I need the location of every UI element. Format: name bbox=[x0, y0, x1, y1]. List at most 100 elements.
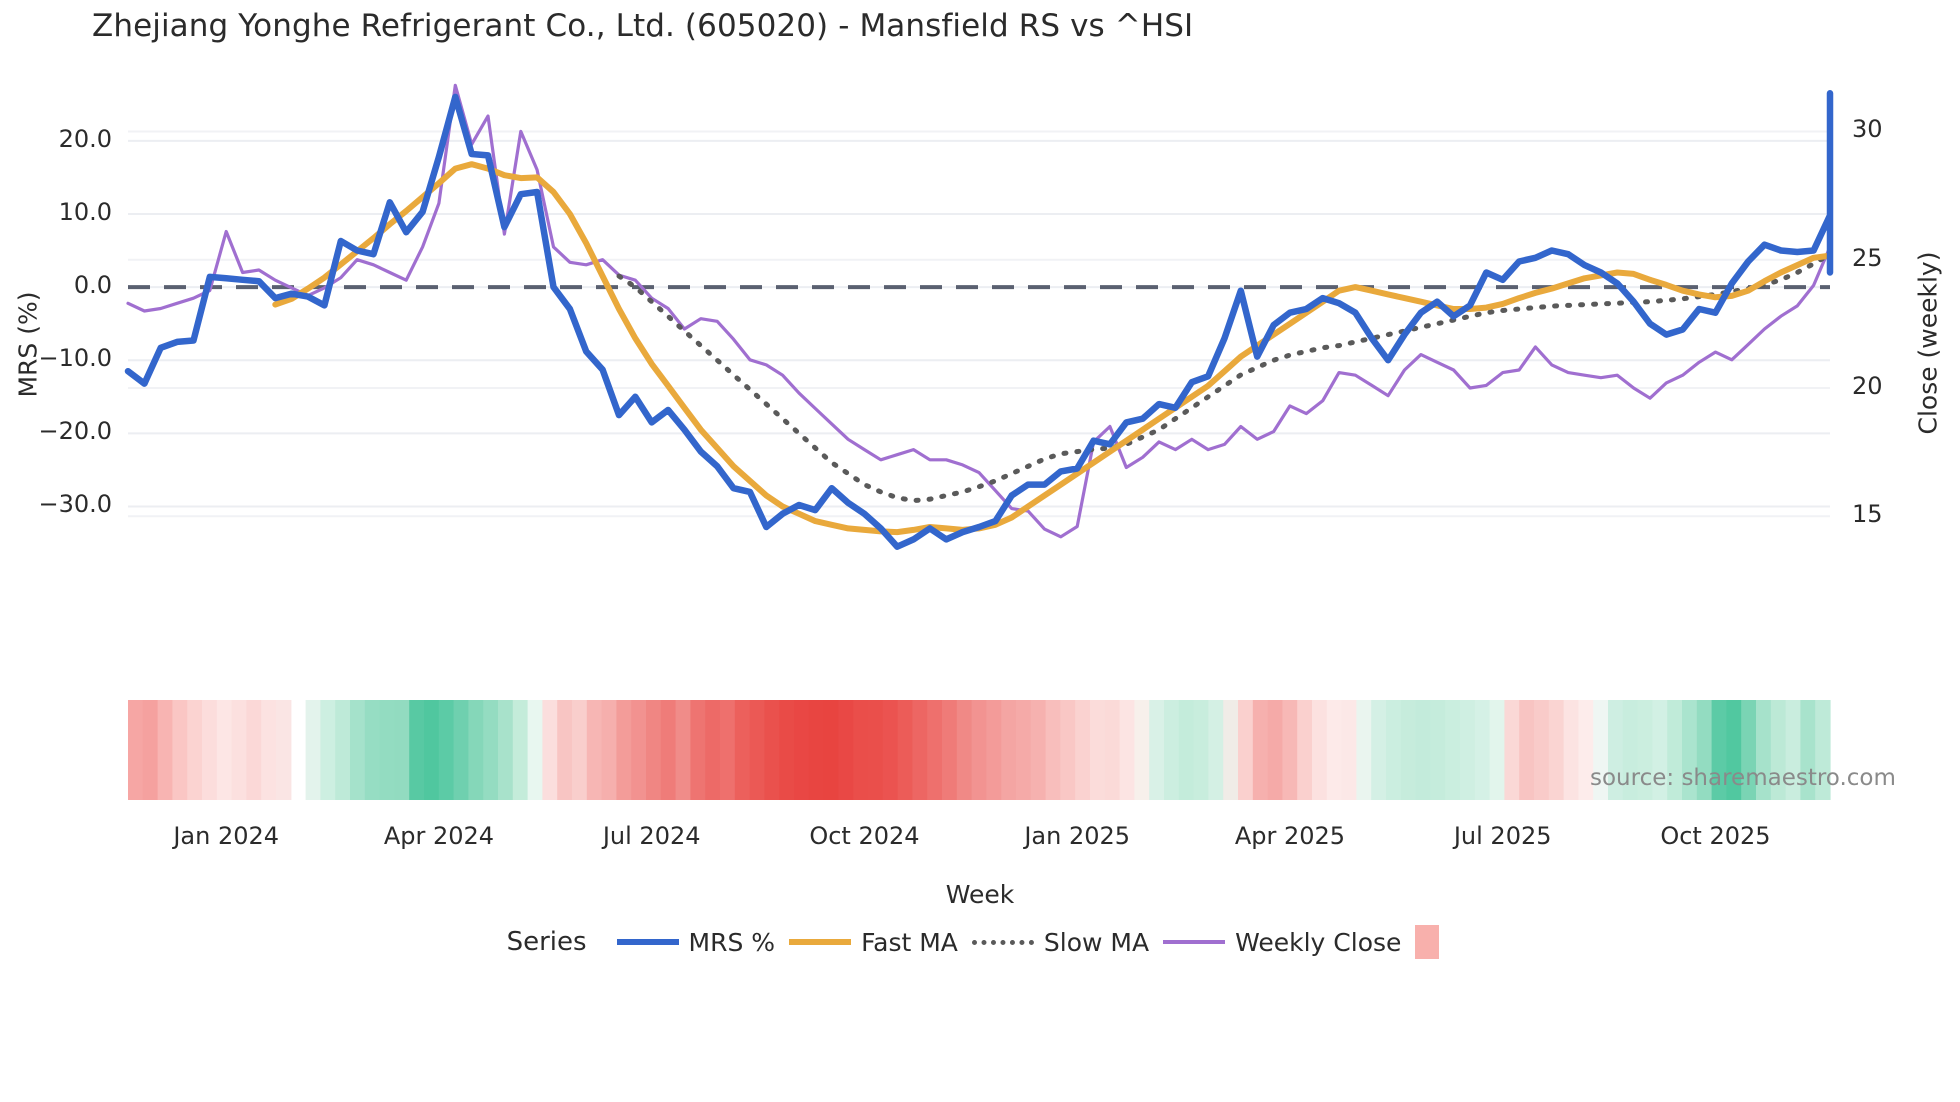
heatmap-segment bbox=[128, 700, 144, 800]
heatmap-segment bbox=[1534, 700, 1550, 800]
heatmap-segment bbox=[1312, 700, 1328, 800]
heatmap-segment bbox=[231, 700, 247, 800]
heatmap-segment bbox=[868, 700, 884, 800]
heatmap-segment bbox=[1001, 700, 1017, 800]
x-tick: Jan 2025 bbox=[1024, 822, 1131, 850]
y-tick-left: 0.0 bbox=[73, 271, 112, 300]
y-tick-right: 20 bbox=[1852, 371, 1883, 400]
heatmap-segment bbox=[483, 700, 499, 800]
heatmap-segment bbox=[335, 700, 351, 800]
heatmap-segment bbox=[424, 700, 440, 800]
legend-entry[interactable]: Fast MA bbox=[789, 928, 958, 957]
heatmap-segment bbox=[1756, 700, 1772, 800]
heatmap-segment bbox=[882, 700, 899, 800]
legend-title: Series bbox=[506, 927, 587, 957]
y-tick-right: 25 bbox=[1852, 243, 1883, 272]
chart-legend: Series MRS % Fast MA Slow MA Weekly Close bbox=[0, 925, 1960, 959]
heatmap-segment bbox=[1741, 700, 1757, 800]
heatmap-segment bbox=[1045, 700, 1061, 800]
heatmap-segment bbox=[1104, 700, 1121, 800]
heatmap-segment bbox=[364, 700, 381, 800]
heatmap-segment bbox=[409, 700, 425, 800]
heatmap-segment bbox=[246, 700, 262, 800]
heatmap-segment bbox=[1371, 700, 1387, 800]
heatmap-segment bbox=[202, 700, 218, 800]
heatmap-segment bbox=[942, 700, 958, 800]
x-tick: Apr 2025 bbox=[1234, 822, 1346, 850]
heatmap-segment bbox=[1223, 700, 1239, 800]
x-tick: Jan 2024 bbox=[173, 822, 280, 850]
heatmap-segment bbox=[1548, 700, 1565, 800]
series-line-mrs- bbox=[124, 90, 1834, 550]
legend-entry[interactable]: Weekly Close bbox=[1163, 928, 1401, 957]
legend-label: Slow MA bbox=[1043, 927, 1150, 957]
heatmap-segment bbox=[631, 700, 647, 800]
heatmap-segment bbox=[276, 700, 292, 800]
legend-swatch-line bbox=[616, 939, 679, 945]
heatmap-segment bbox=[216, 700, 233, 800]
heatmap-segment bbox=[1770, 700, 1787, 800]
heatmap-segment bbox=[1445, 700, 1461, 800]
heatmap-segment bbox=[157, 700, 173, 800]
y-tick-right: 15 bbox=[1852, 500, 1883, 529]
chart-title: Zhejiang Yonghe Refrigerant Co., Ltd. (6… bbox=[92, 8, 1194, 44]
heatmap-segment bbox=[1785, 700, 1801, 800]
heatmap-segment bbox=[1075, 700, 1091, 800]
heatmap-segment bbox=[1593, 700, 1609, 800]
heatmap-segment bbox=[1504, 700, 1520, 800]
heatmap-segment bbox=[986, 700, 1002, 800]
heatmap-segment bbox=[1696, 700, 1713, 800]
heatmap-segment bbox=[808, 700, 825, 800]
heatmap-segment bbox=[1726, 700, 1742, 800]
heatmap-segment bbox=[1711, 700, 1727, 800]
heatmap-segment bbox=[1297, 700, 1313, 800]
y-axis-label-right: Close (weekly) bbox=[1913, 251, 1943, 435]
heatmap-segment bbox=[690, 700, 706, 800]
heatmap-segment bbox=[734, 700, 751, 800]
heatmap-segment bbox=[1267, 700, 1283, 800]
heatmap-segment bbox=[616, 700, 632, 800]
heatmap-segment bbox=[1252, 700, 1269, 800]
legend-entry[interactable] bbox=[1415, 925, 1440, 959]
heatmap-segment bbox=[1238, 700, 1254, 800]
heatmap-segment bbox=[956, 700, 973, 800]
heatmap-segment bbox=[912, 700, 928, 800]
heatmap-segment bbox=[1519, 700, 1535, 800]
legend-swatch-box bbox=[1415, 925, 1440, 959]
heatmap-segment bbox=[1060, 700, 1076, 800]
heatmap-segment bbox=[394, 700, 410, 800]
heatmap-segment bbox=[1489, 700, 1505, 800]
heatmap-segment bbox=[1578, 700, 1594, 800]
heatmap-segment bbox=[350, 700, 366, 800]
heatmap-segment bbox=[1030, 700, 1047, 800]
heatmap-segment bbox=[572, 700, 588, 800]
y-tick-left: 20.0 bbox=[58, 124, 112, 153]
legend-entry[interactable]: Slow MA bbox=[971, 927, 1150, 957]
heatmap-segment bbox=[1386, 700, 1402, 800]
heatmap-segment bbox=[1800, 700, 1816, 800]
heatmap-segment bbox=[557, 700, 573, 800]
heatmap-segment bbox=[320, 700, 336, 800]
heatmap-segment bbox=[897, 700, 913, 800]
heatmap-segment bbox=[512, 700, 529, 800]
x-tick: Oct 2025 bbox=[1660, 822, 1771, 850]
heatmap-segment bbox=[1682, 700, 1698, 800]
series-line-weekly-close bbox=[126, 83, 1832, 539]
heatmap-segment bbox=[1415, 700, 1431, 800]
heatmap-segment bbox=[779, 700, 795, 800]
legend-entry[interactable]: MRS % bbox=[616, 927, 776, 957]
heatmap-segment bbox=[142, 700, 159, 800]
source-watermark: source: sharemaestro.com bbox=[1590, 765, 1896, 791]
y-tick-left: −10.0 bbox=[38, 344, 112, 373]
heatmap-segment bbox=[379, 700, 395, 800]
heatmap-segment bbox=[1474, 700, 1491, 800]
heatmap-segment bbox=[1622, 700, 1639, 800]
x-tick: Jul 2025 bbox=[1453, 822, 1552, 850]
heatmap-segment bbox=[1090, 700, 1106, 800]
legend-label: MRS % bbox=[688, 927, 776, 957]
heatmap-segment bbox=[927, 700, 943, 800]
heatmap-segment bbox=[1341, 700, 1357, 800]
heatmap-segment bbox=[705, 700, 721, 800]
